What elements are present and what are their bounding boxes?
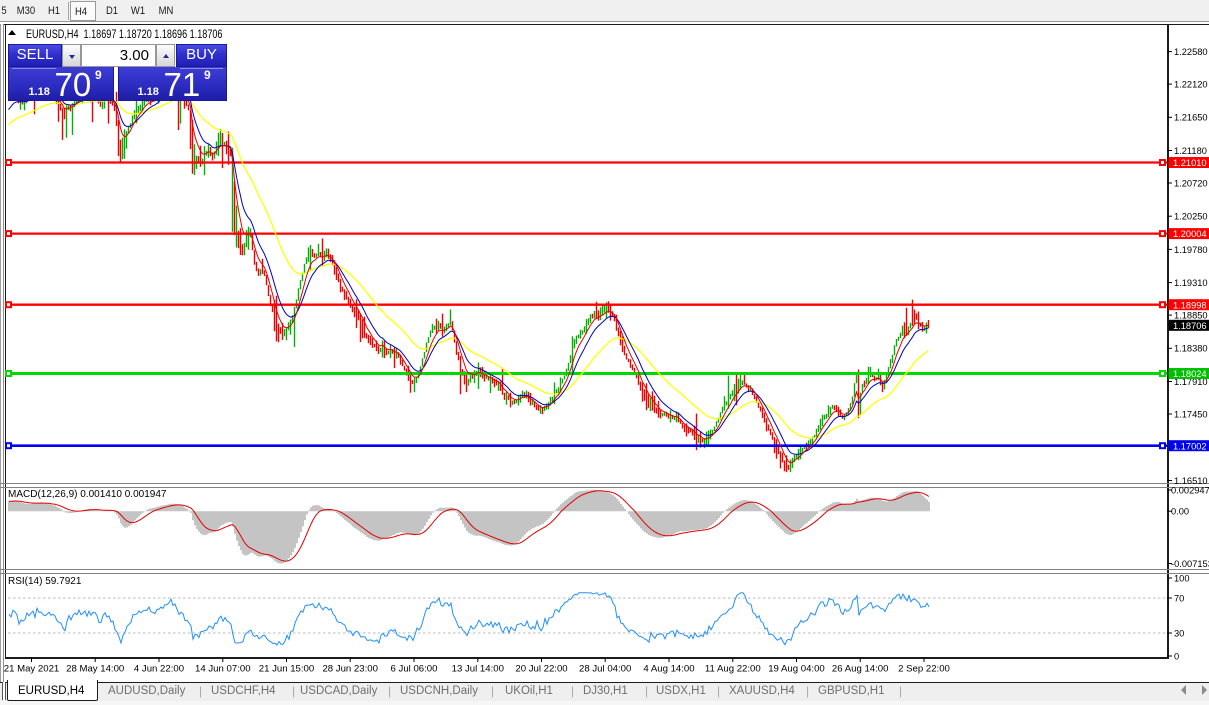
svg-text:100: 100 [1174, 573, 1190, 583]
svg-text:1.20004: 1.20004 [1173, 229, 1207, 239]
svg-text:1.20250: 1.20250 [1174, 212, 1208, 222]
svg-text:11 Aug 22:00: 11 Aug 22:00 [705, 664, 761, 675]
svg-text:1.19780: 1.19780 [1174, 245, 1208, 255]
svg-text:1.21650: 1.21650 [1174, 113, 1208, 123]
svg-text:2 Sep 22:00: 2 Sep 22:00 [898, 664, 950, 675]
svg-text:21 May 2021: 21 May 2021 [4, 664, 59, 675]
svg-text:26 Aug 14:00: 26 Aug 14:00 [832, 664, 889, 675]
svg-text:1.18998: 1.18998 [1173, 300, 1207, 310]
svg-text:21 Jun 15:00: 21 Jun 15:00 [259, 664, 314, 675]
svg-text:28 May 14:00: 28 May 14:00 [66, 664, 124, 675]
svg-text:1.22120: 1.22120 [1174, 80, 1208, 90]
svg-text:1.18024: 1.18024 [1173, 369, 1207, 379]
svg-text:1.17002: 1.17002 [1173, 441, 1207, 451]
svg-text:1.17450: 1.17450 [1174, 409, 1208, 419]
svg-text:1.18380: 1.18380 [1174, 344, 1208, 354]
svg-text:13 Jul 14:00: 13 Jul 14:00 [452, 664, 504, 675]
svg-text:19 Aug 04:00: 19 Aug 04:00 [768, 664, 825, 675]
svg-text:4 Aug 14:00: 4 Aug 14:00 [643, 664, 694, 675]
svg-text:30: 30 [1174, 628, 1184, 638]
svg-text:20 Jul 22:00: 20 Jul 22:00 [515, 664, 567, 675]
svg-text:0: 0 [1174, 651, 1179, 661]
svg-text:70: 70 [1174, 593, 1184, 603]
svg-text:1.22580: 1.22580 [1174, 47, 1208, 57]
svg-text:0.00: 0.00 [1171, 507, 1189, 517]
svg-text:1.18850: 1.18850 [1174, 311, 1208, 321]
svg-text:-0.007153: -0.007153 [1171, 559, 1209, 569]
svg-text:1.17910: 1.17910 [1174, 377, 1208, 387]
svg-text:28 Jul 04:00: 28 Jul 04:00 [579, 664, 631, 675]
svg-text:1.20720: 1.20720 [1174, 178, 1208, 188]
svg-text:1.18706: 1.18706 [1173, 321, 1207, 331]
svg-text:1.21180: 1.21180 [1174, 146, 1207, 156]
svg-text:1.16510: 1.16510 [1174, 476, 1208, 486]
svg-text:6 Jul 06:00: 6 Jul 06:00 [391, 664, 438, 675]
svg-text:1.19310: 1.19310 [1174, 278, 1208, 288]
svg-text:1.21010: 1.21010 [1173, 158, 1207, 168]
svg-text:4 Jun 22:00: 4 Jun 22:00 [134, 664, 184, 675]
svg-text:14 Jun 07:00: 14 Jun 07:00 [195, 664, 250, 675]
svg-text:28 Jun 23:00: 28 Jun 23:00 [322, 664, 377, 675]
svg-text:0.002947: 0.002947 [1171, 485, 1209, 495]
